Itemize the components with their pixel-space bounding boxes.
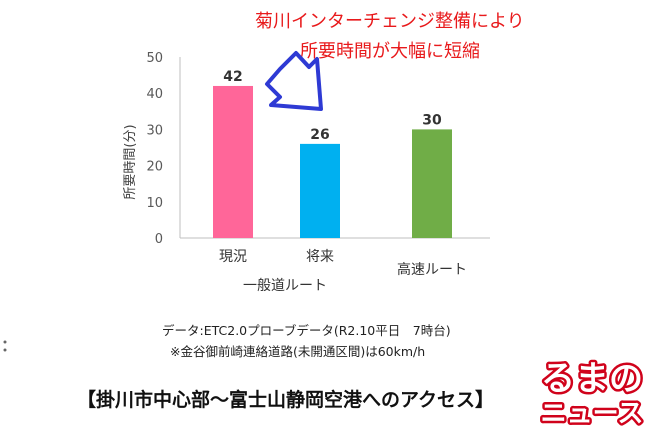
value-labels: 42 26 30 bbox=[223, 69, 442, 143]
y-tick-label: 50 bbox=[146, 51, 163, 66]
category-label: 現況 bbox=[219, 249, 247, 265]
down-right-arrow-icon bbox=[265, 51, 323, 111]
y-tick-labels: 0 10 20 30 40 50 bbox=[146, 51, 163, 247]
speed-note: ※金谷御前崎連絡道路(未開通区間)は60km/h bbox=[170, 344, 426, 359]
logo-line-1: るまの bbox=[541, 359, 643, 399]
category-label: 高速ルート bbox=[397, 261, 467, 278]
annotation-line-2: 所要時間が大幅に短縮 bbox=[300, 41, 480, 62]
logo-line-2: ニュース bbox=[541, 399, 644, 428]
value-label: 26 bbox=[310, 127, 329, 143]
bar bbox=[213, 85, 253, 239]
y-axis-label: 所要時間(分) bbox=[123, 124, 138, 199]
bar bbox=[412, 129, 452, 238]
annotation-line-1: 菊川インターチェンジ整備により bbox=[255, 11, 525, 32]
y-axis: 0 10 20 30 40 50 bbox=[146, 51, 181, 247]
edge-fragment bbox=[3, 340, 7, 352]
group-label: 一般道ルート bbox=[243, 278, 327, 294]
bar bbox=[300, 143, 340, 238]
y-tick-label: 10 bbox=[146, 196, 163, 211]
value-label: 42 bbox=[223, 69, 242, 85]
annotation: 菊川インターチェンジ整備により 所要時間が大幅に短縮 bbox=[255, 11, 525, 62]
y-tick-label: 0 bbox=[155, 232, 163, 247]
kuruma-no-news-logo: るまの ニュース bbox=[540, 357, 645, 429]
bars bbox=[213, 85, 452, 239]
y-tick-label: 40 bbox=[146, 87, 163, 102]
category-label: 将来 bbox=[306, 249, 334, 265]
value-label: 30 bbox=[422, 112, 442, 128]
arrow-icon bbox=[265, 51, 323, 111]
chart-caption: 【掛川市中心部～富士山静岡空港へのアクセス】 bbox=[77, 389, 495, 411]
y-tick-label: 30 bbox=[146, 123, 163, 138]
y-tick-label: 20 bbox=[146, 160, 163, 175]
data-source-note: データ:ETC2.0プローブデータ(R2.10平日 7時台) bbox=[162, 323, 451, 338]
